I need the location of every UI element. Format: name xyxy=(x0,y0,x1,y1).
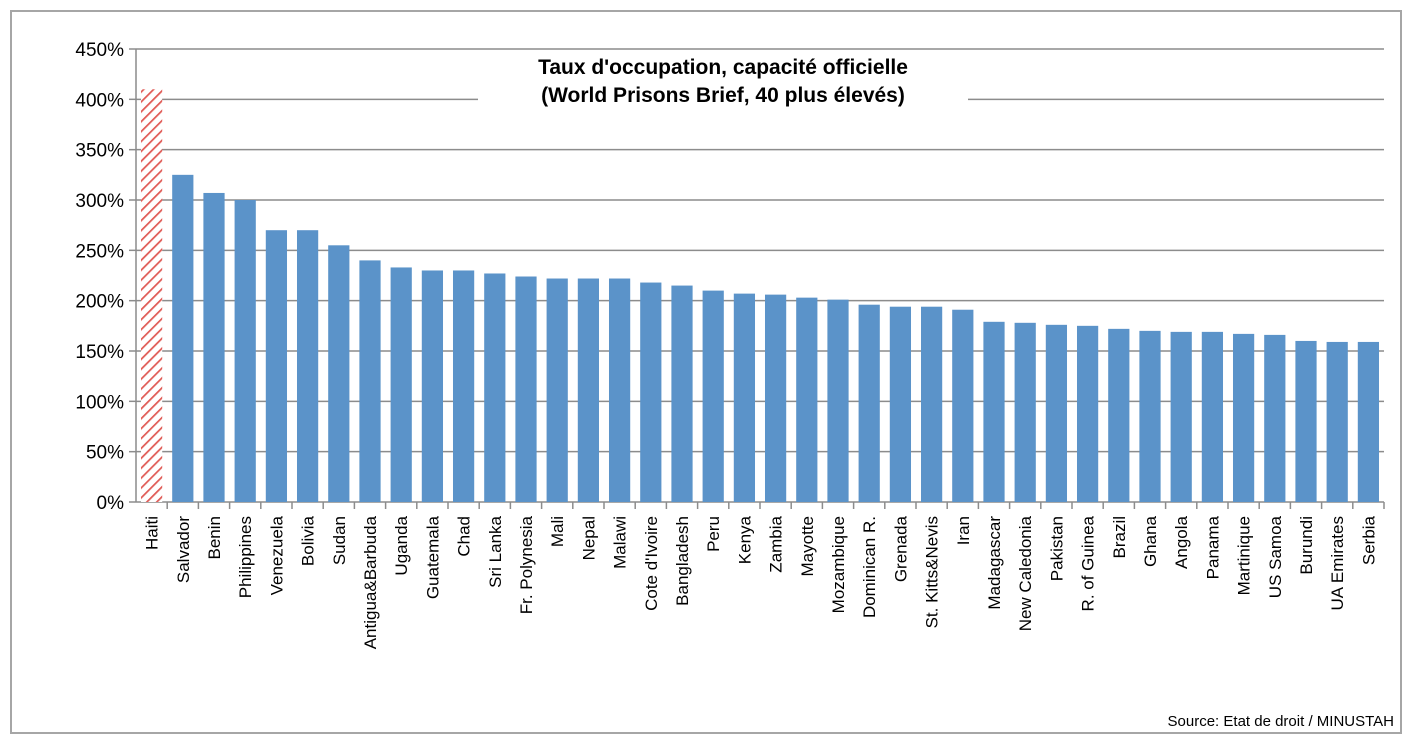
bar-ghana xyxy=(1139,330,1161,502)
x-category-label: Martinique xyxy=(1235,516,1254,595)
bar-haiti xyxy=(140,89,163,503)
bar-cote-d-ivoire xyxy=(640,282,662,502)
bar-burundi xyxy=(1295,340,1317,502)
x-category-label: New Caledonia xyxy=(1016,515,1035,631)
x-category-label: US Samoa xyxy=(1266,515,1285,598)
x-category-label: Brazil xyxy=(1110,516,1129,559)
chart-subtitle: (World Prisons Brief, 40 plus élevés) xyxy=(541,84,905,107)
bar-benin xyxy=(203,192,225,502)
bar-angola xyxy=(1170,331,1192,502)
x-category-label: Kenya xyxy=(735,515,754,564)
x-category-label: R. of Guinea xyxy=(1079,515,1098,611)
x-category-label: Iran xyxy=(954,516,973,545)
bar-zambia xyxy=(764,294,787,502)
x-category-label: Burundi xyxy=(1297,516,1316,575)
x-category-label: Zambia xyxy=(767,515,786,572)
x-category-label: Chad xyxy=(455,516,474,557)
source-note: Source: Etat de droit / MINUSTAH xyxy=(1167,713,1394,730)
bar-martinique xyxy=(1232,333,1255,502)
y-tick-label: 300% xyxy=(75,191,124,212)
bar-guatemala xyxy=(421,270,444,502)
bar-chart: 0% 50% 100% 150% 200% 250% 300% 350% 400% 450% Ha… xyxy=(75,40,1385,649)
x-category-label: Cote d'Ivoire xyxy=(642,516,661,611)
x-category-label: Philippines xyxy=(236,516,255,598)
bar-brazil xyxy=(1108,328,1130,502)
y-tick-label: 200% xyxy=(75,292,124,313)
x-category-label: Panama xyxy=(1203,515,1222,579)
bar-iran xyxy=(952,309,974,502)
y-tick-label: 400% xyxy=(75,90,124,111)
chart-title: Taux d'occupation, capacité officielle xyxy=(538,56,908,79)
x-category-label: Malawi xyxy=(611,516,630,569)
x-category-labels: Haiti Salvador Benin Philippines Venezuela Bo… xyxy=(143,515,1379,649)
bar-mayotte xyxy=(796,297,818,502)
chart-title-box: Taux d'occupation, capacité officielle (… xyxy=(478,52,968,112)
x-category-label: St. Kitts&Nevis xyxy=(923,516,942,628)
x-category-label: Guatemala xyxy=(423,515,442,599)
x-category-label: Ghana xyxy=(1141,515,1160,567)
chart-frame: 0% 50% 100% 150% 200% 250% 300% 350% 400% 450% Ha… xyxy=(10,10,1402,734)
x-category-label: Serbia xyxy=(1359,515,1378,565)
bar-mozambique xyxy=(827,299,849,502)
bar-pakistan xyxy=(1045,324,1068,502)
x-category-label: Benin xyxy=(205,516,224,559)
x-category-label: Nepal xyxy=(579,516,598,560)
bar-fr-polynesia xyxy=(515,276,537,502)
y-tick-label: 350% xyxy=(75,141,124,162)
y-tick-label: 150% xyxy=(75,342,124,363)
x-category-label: Uganda xyxy=(392,515,411,575)
bar-mali xyxy=(546,278,568,502)
bar-serbia xyxy=(1357,341,1380,502)
bar-salvador xyxy=(172,174,194,503)
x-category-label: UA Emirates xyxy=(1328,516,1347,610)
x-category-label: Peru xyxy=(704,516,723,552)
bar-malawi xyxy=(608,278,631,502)
x-category-label: Dominican R. xyxy=(860,516,879,618)
x-category-label: Mozambique xyxy=(829,516,848,613)
bar-ua-emirates xyxy=(1326,341,1348,502)
y-tick-label: 0% xyxy=(97,493,125,514)
x-category-label: Bolivia xyxy=(299,515,318,566)
bar-chad xyxy=(452,270,475,502)
x-category-label: Angola xyxy=(1172,515,1191,568)
y-tick-label: 100% xyxy=(75,392,124,413)
bar-new-caledonia xyxy=(1014,322,1036,502)
bar-panama xyxy=(1201,331,1224,502)
bars xyxy=(140,89,1380,503)
x-category-label: Madagascar xyxy=(985,516,1004,610)
x-category-label: Mayotte xyxy=(798,516,817,576)
x-category-label: Pakistan xyxy=(1047,516,1066,581)
bar-sudan xyxy=(328,245,350,503)
bar-sri-lanka xyxy=(484,273,506,502)
bar-dominican-r- xyxy=(858,304,880,502)
x-category-label: Haiti xyxy=(143,516,162,550)
x-category-label: Grenada xyxy=(891,515,910,582)
bar-venezuela xyxy=(265,230,288,502)
y-tick-labels: 0% 50% 100% 150% 200% 250% 300% 350% 400% 450% xyxy=(75,40,124,514)
bar-grenada xyxy=(889,306,912,502)
x-category-label: Antigua&Barbuda xyxy=(361,515,380,649)
x-category-label: Sudan xyxy=(330,516,349,565)
x-category-label: Mali xyxy=(548,516,567,547)
bar-peru xyxy=(702,290,724,502)
x-category-label: Fr. Polynesia xyxy=(517,515,536,614)
bar-uganda xyxy=(390,267,412,502)
bar-madagascar xyxy=(983,321,1005,502)
x-category-label: Salvador xyxy=(174,516,193,583)
bar-nepal xyxy=(577,278,600,502)
y-tick-label: 450% xyxy=(75,40,124,61)
bar-us-samoa xyxy=(1264,334,1286,502)
bar-kenya xyxy=(733,293,756,502)
x-category-label: Venezuela xyxy=(267,515,286,595)
bar-st-kitts-nevis xyxy=(920,306,943,502)
bar-bolivia xyxy=(296,230,319,502)
x-category-label: Bangladesh xyxy=(673,516,692,606)
bar-r-of-guinea xyxy=(1076,325,1099,502)
y-tick-label: 50% xyxy=(86,443,124,464)
y-tick-label: 250% xyxy=(75,241,124,262)
x-category-label: Sri Lanka xyxy=(486,515,505,587)
bar-bangladesh xyxy=(671,285,693,502)
bar-antigua-barbuda xyxy=(359,260,381,502)
bar-philippines xyxy=(234,200,256,502)
